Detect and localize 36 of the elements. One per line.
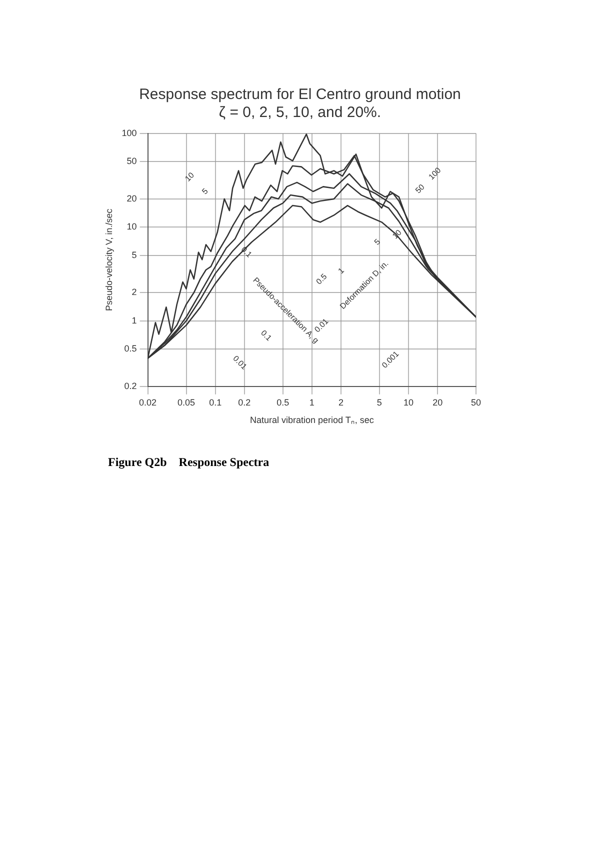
x-tick-label: 1 xyxy=(309,397,314,408)
annotation: 50 xyxy=(414,182,427,196)
annotation: 5 xyxy=(200,186,210,196)
x-tick-label: 0.2 xyxy=(238,397,251,408)
y-tick-label: 100 xyxy=(122,128,137,138)
x-tick-label: 5 xyxy=(376,397,382,408)
y-tick-label: 1 xyxy=(132,315,137,326)
x-tick-label: 0.02 xyxy=(139,397,157,408)
y-tick-label: 20 xyxy=(126,193,137,204)
annotation: 10 xyxy=(183,170,196,184)
x-axis-title: Natural vibration period Tₙ, sec xyxy=(250,415,374,426)
y-tick-label: 0.5 xyxy=(124,344,137,354)
x-tick-label: 2 xyxy=(338,397,344,408)
annotation: 0.1 xyxy=(259,328,274,344)
y-tick-label: 2 xyxy=(132,287,137,298)
annotation: 0.5 xyxy=(314,272,330,286)
caption: Figure Q2b Response Spectra xyxy=(108,455,270,470)
chart-title: Response spectrum for El Centro ground motion xyxy=(138,86,462,104)
x-tick-label: 0.1 xyxy=(209,397,222,408)
x-tick-label: 50 xyxy=(470,397,482,408)
annotation: 1 xyxy=(336,266,346,276)
y-axis-title: Pseudo-velocity V, in./sec xyxy=(104,208,114,312)
annotation: 10 xyxy=(390,228,404,241)
annotation: 100 xyxy=(426,165,444,182)
x-tick-label: 0.05 xyxy=(177,397,196,408)
y-tick-label: 0.2 xyxy=(124,380,137,391)
x-tick-label: 20 xyxy=(432,397,443,408)
chart-subtitle: ζ = 0, 2, 5, 10, and 20%. xyxy=(218,104,382,122)
x-tick-label: 0.5 xyxy=(276,397,290,408)
y-tick-label: 10 xyxy=(126,222,137,232)
y-tick-label: 50 xyxy=(126,156,137,166)
x-tick-label: 10 xyxy=(403,397,414,408)
annotation: 5 xyxy=(372,236,382,247)
annotation: 0.01 xyxy=(231,354,249,372)
y-tick-label: 5 xyxy=(132,250,137,260)
annotation: 0.01 xyxy=(312,316,331,334)
